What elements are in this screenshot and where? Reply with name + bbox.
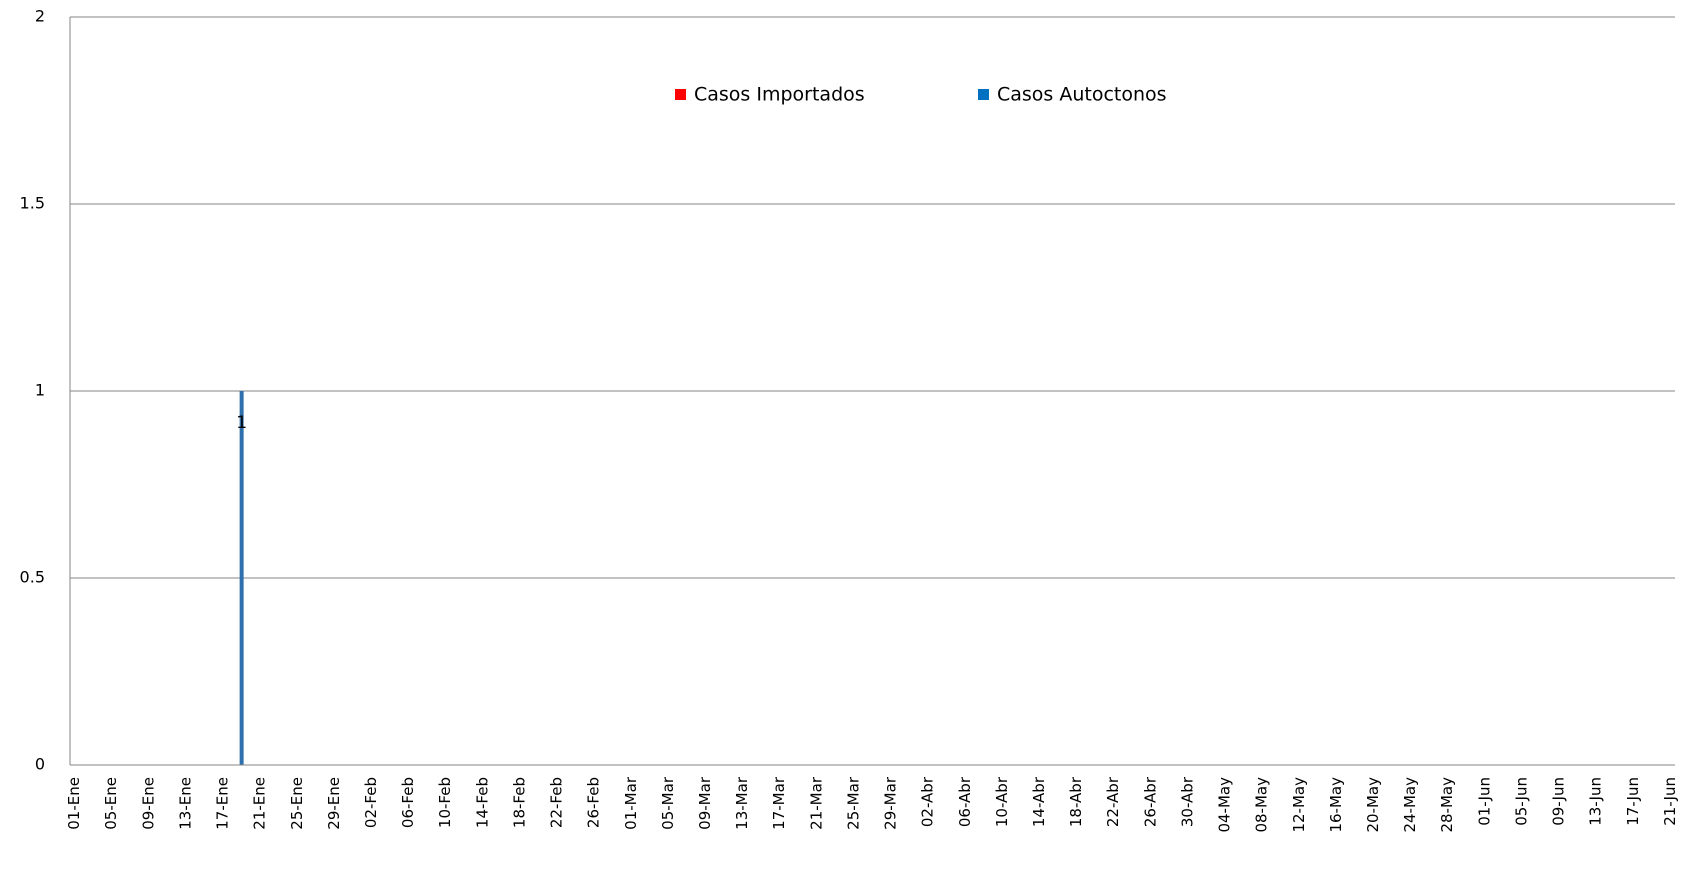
x-tick-label: 22-Abr — [1104, 776, 1122, 827]
x-tick-label: 02-Feb — [362, 777, 380, 828]
legend-label: Casos Importados — [694, 84, 865, 106]
x-tick-label: 01-Jun — [1475, 777, 1493, 826]
x-tick-label: 14-Abr — [1030, 776, 1048, 827]
x-tick-label: 26-Feb — [585, 777, 603, 828]
x-tick-label: 30-Abr — [1178, 776, 1196, 827]
legend-label: Casos Autoctonos — [997, 84, 1167, 106]
x-tick-label: 01-Ene — [65, 777, 83, 830]
x-tick-label: 28-May — [1438, 777, 1456, 833]
y-tick-label: 2 — [35, 7, 45, 26]
x-tick-label: 17-Jun — [1624, 777, 1642, 826]
x-tick-label: 05-Mar — [659, 776, 677, 830]
x-tick-label: 08-May — [1253, 777, 1271, 833]
x-tick-label: 13-Mar — [733, 776, 751, 830]
x-tick-label: 18-Abr — [1067, 776, 1085, 827]
y-tick-label: 1.5 — [20, 194, 45, 213]
x-tick-label: 17-Ene — [214, 777, 232, 830]
x-tick-label: 20-May — [1364, 777, 1382, 833]
x-tick-label: 21-Mar — [807, 776, 825, 830]
bar — [239, 391, 244, 765]
x-tick-label: 24-May — [1401, 777, 1419, 833]
x-tick-label: 05-Jun — [1512, 777, 1530, 826]
x-tick-label: 10-Abr — [993, 776, 1011, 827]
x-tick-label: 09-Mar — [696, 776, 714, 830]
x-tick-label: 02-Abr — [919, 776, 937, 827]
x-tick-label: 12-May — [1290, 777, 1308, 833]
x-tick-label: 09-Ene — [139, 777, 157, 830]
y-tick-label: 1 — [35, 381, 45, 400]
data-label: 1 — [236, 413, 247, 433]
x-tick-label: 26-Abr — [1141, 776, 1159, 827]
x-tick-label: 09-Jun — [1550, 777, 1568, 826]
x-tick-label: 25-Mar — [844, 776, 862, 830]
y-tick-label: 0.5 — [20, 568, 45, 587]
x-tick-label: 29-Mar — [882, 776, 900, 830]
legend-swatch — [978, 89, 989, 100]
x-tick-label: 01-Mar — [622, 776, 640, 830]
x-tick-label: 25-Ene — [288, 777, 306, 830]
x-tick-label: 13-Ene — [176, 777, 194, 830]
x-tick-label: 29-Ene — [325, 777, 343, 830]
legend-swatch — [675, 89, 686, 100]
x-tick-label: 21-Ene — [251, 777, 269, 830]
y-tick-label: 0 — [35, 755, 45, 774]
x-tick-label: 04-May — [1216, 777, 1234, 833]
x-tick-label: 13-Jun — [1587, 777, 1605, 826]
x-tick-label: 21-Jun — [1661, 777, 1679, 826]
x-tick-label: 05-Ene — [102, 777, 120, 830]
x-tick-label: 16-May — [1327, 777, 1345, 833]
x-tick-label: 22-Feb — [548, 777, 566, 828]
x-tick-label: 18-Feb — [510, 777, 528, 828]
x-tick-label: 06-Abr — [956, 776, 974, 827]
x-tick-label: 06-Feb — [399, 777, 417, 828]
x-tick-label: 17-Mar — [770, 776, 788, 830]
x-tick-label: 10-Feb — [436, 777, 454, 828]
x-tick-label: 14-Feb — [473, 777, 491, 828]
